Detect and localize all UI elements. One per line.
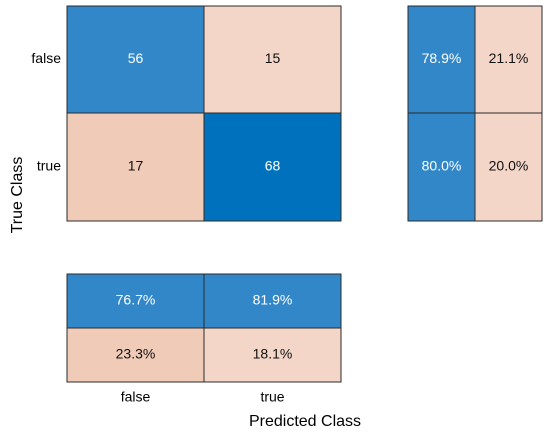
y-tick-label-false: false (31, 50, 61, 66)
row-summary-false-incorrect-label: 21.1% (489, 50, 529, 66)
cell-false-true-label: 15 (265, 50, 281, 66)
row-summary-true-incorrect (474, 112, 543, 222)
column-summary-true-correct (203, 273, 342, 329)
x-tick-label-true: true (260, 389, 284, 405)
row-summary-false-incorrect (474, 5, 543, 114)
cell-false-false-label: 56 (128, 50, 144, 66)
row-summary: 78.9% 21.1% 80.0% 20.0% (407, 5, 543, 222)
x-tick-label-false: false (121, 389, 151, 405)
row-summary-false-correct-label: 78.9% (422, 50, 462, 66)
cell-true-false (66, 112, 205, 222)
row-summary-true-incorrect-label: 20.0% (489, 158, 529, 174)
column-summary-false-correct-label: 76.7% (116, 292, 156, 308)
column-summary-true-correct-label: 81.9% (253, 292, 293, 308)
cell-true-true (203, 112, 342, 222)
cell-true-false-label: 17 (128, 158, 144, 174)
row-summary-true-correct (407, 112, 476, 222)
row-summary-true-correct-label: 80.0% (422, 158, 462, 174)
cell-true-true-label: 68 (265, 158, 281, 174)
y-axis-title: True Class (9, 157, 26, 234)
column-summary-false-incorrect-label: 23.3% (116, 346, 156, 362)
row-summary-false-correct (407, 5, 476, 114)
x-axis-title: Predicted Class (249, 413, 361, 430)
column-summary: 76.7% 81.9% 23.3% 18.1% (66, 273, 342, 383)
x-tick-labels: false true (121, 389, 285, 405)
cell-false-false (66, 5, 205, 114)
cell-false-true (203, 5, 342, 114)
column-summary-true-incorrect (203, 327, 342, 383)
column-summary-true-incorrect-label: 18.1% (253, 346, 293, 362)
y-tick-labels: false true (31, 50, 61, 174)
y-tick-label-true: true (37, 158, 61, 174)
confusion-matrix: 56 15 17 68 (66, 5, 342, 222)
